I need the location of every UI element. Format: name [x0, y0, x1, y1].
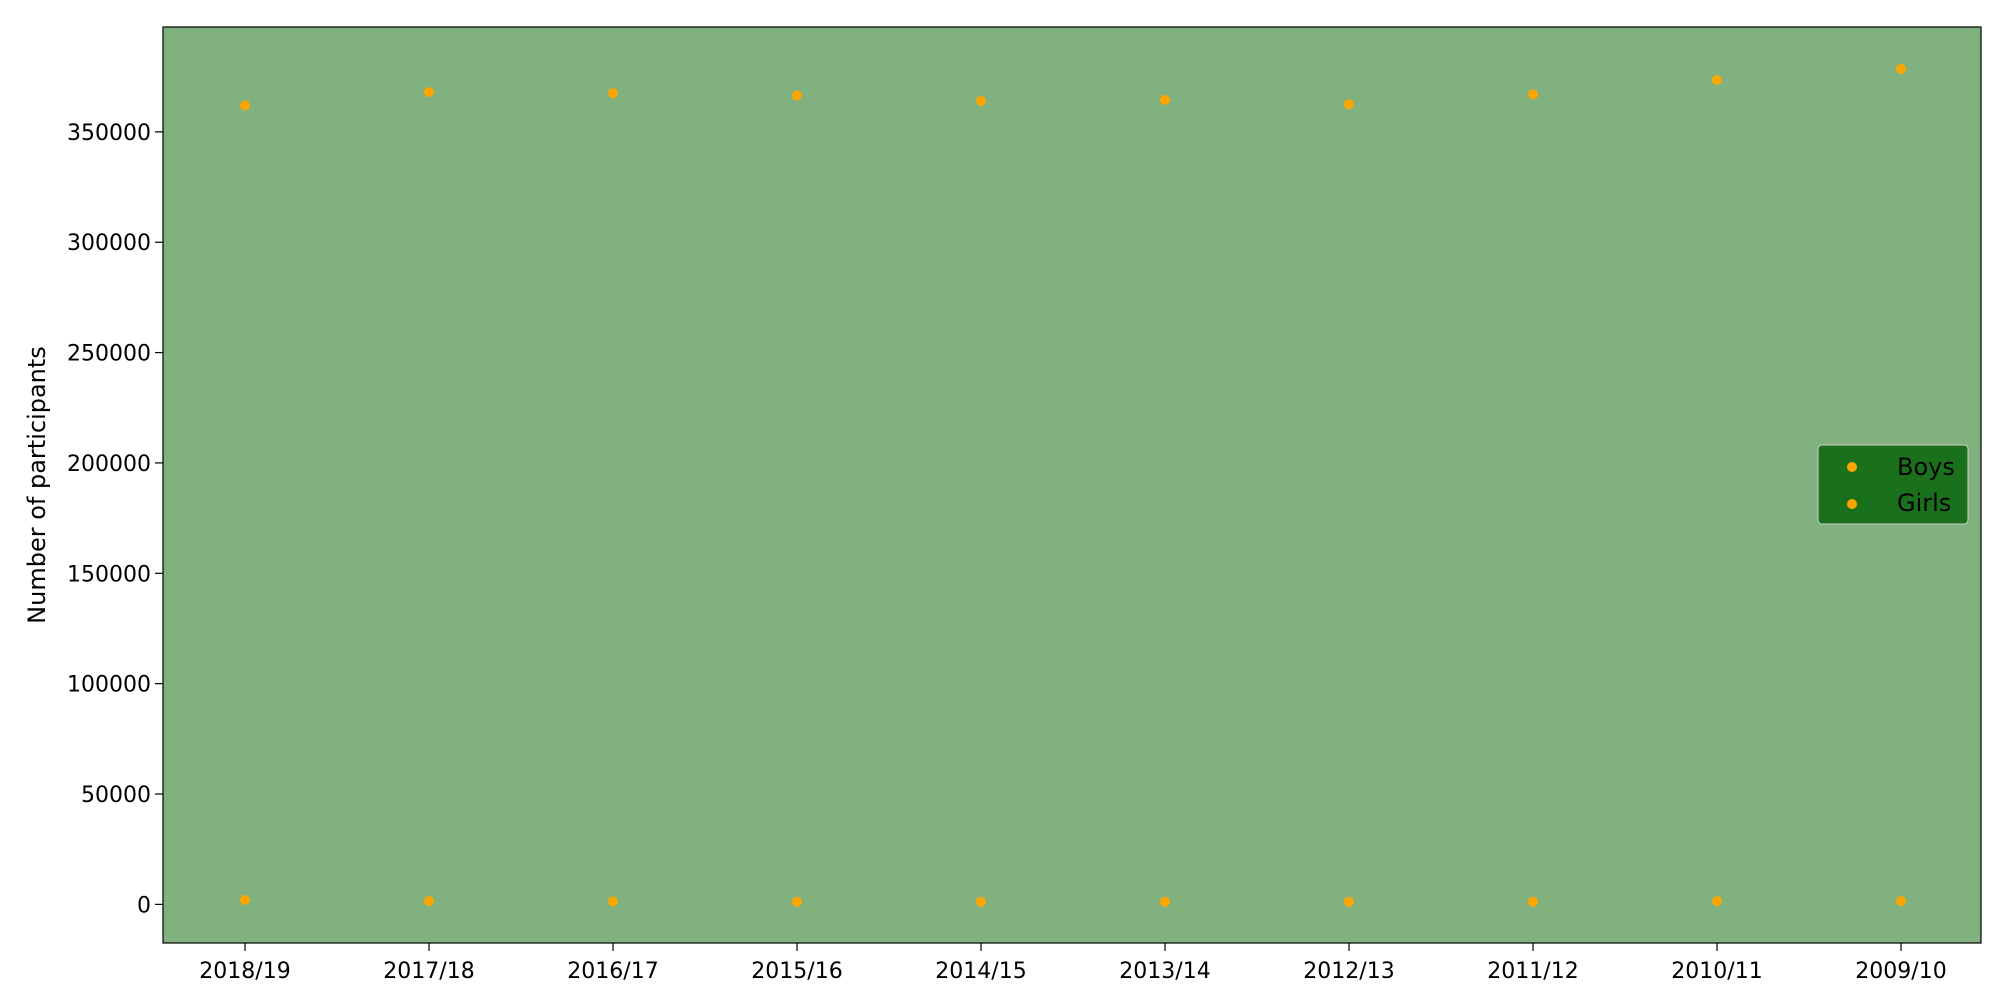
y-tick-label: 250000 [67, 342, 151, 367]
y-tick-label: 300000 [67, 231, 151, 256]
legend-label-boys: Boys [1897, 453, 1955, 481]
point-boys [1712, 74, 1722, 85]
point-girls [424, 896, 434, 907]
x-tick-label: 2010/11 [1671, 959, 1762, 984]
point-girls [1712, 896, 1722, 907]
point-boys [976, 95, 986, 106]
plot-area [162, 26, 1982, 944]
y-tick-label: 150000 [67, 562, 151, 587]
y-tick-label: 0 [137, 893, 151, 918]
point-girls [976, 896, 986, 907]
point-girls [240, 894, 250, 905]
point-boys [1528, 89, 1538, 100]
point-boys [240, 100, 250, 111]
y-axis-label: Number of participants [23, 346, 51, 624]
x-tick-label: 2016/17 [567, 959, 658, 984]
point-girls [792, 896, 802, 907]
y-tick-label: 50000 [81, 783, 151, 808]
x-tick-label: 2014/15 [935, 959, 1026, 984]
legend-label-girls: Girls [1897, 489, 1951, 517]
x-tick-label: 2012/13 [1303, 959, 1394, 984]
point-boys [1160, 94, 1170, 105]
data-points [240, 63, 1906, 907]
point-boys [792, 90, 802, 101]
y-tick-label: 200000 [67, 452, 151, 477]
x-tick-label: 2015/16 [751, 959, 842, 984]
point-boys [608, 88, 618, 99]
point-boys [1344, 99, 1354, 110]
legend-marker-boys [1847, 462, 1857, 472]
x-axis-ticks: 2018/19 2017/18 2016/17 2015/16 2014/15 2013/… [199, 943, 1947, 984]
y-axis-ticks: 0 50000 100000 150000 200000 250000 300000 3500… [67, 121, 163, 918]
x-tick-label: 2013/14 [1119, 959, 1210, 984]
legend-marker-girls [1847, 499, 1857, 509]
x-tick-label: 2017/18 [383, 959, 474, 984]
point-boys [424, 87, 434, 98]
y-tick-label: 100000 [67, 673, 151, 698]
legend: Boys Girls [1817, 444, 1969, 525]
x-tick-label: 2018/19 [199, 959, 290, 984]
x-tick-label: 2011/12 [1487, 959, 1578, 984]
x-tick-label: 2009/10 [1855, 959, 1946, 984]
point-girls [608, 896, 618, 907]
point-girls [1896, 896, 1906, 907]
y-tick-label: 350000 [67, 121, 151, 146]
point-girls [1528, 896, 1538, 907]
point-girls [1344, 896, 1354, 907]
point-girls [1160, 896, 1170, 907]
point-boys [1896, 63, 1906, 74]
